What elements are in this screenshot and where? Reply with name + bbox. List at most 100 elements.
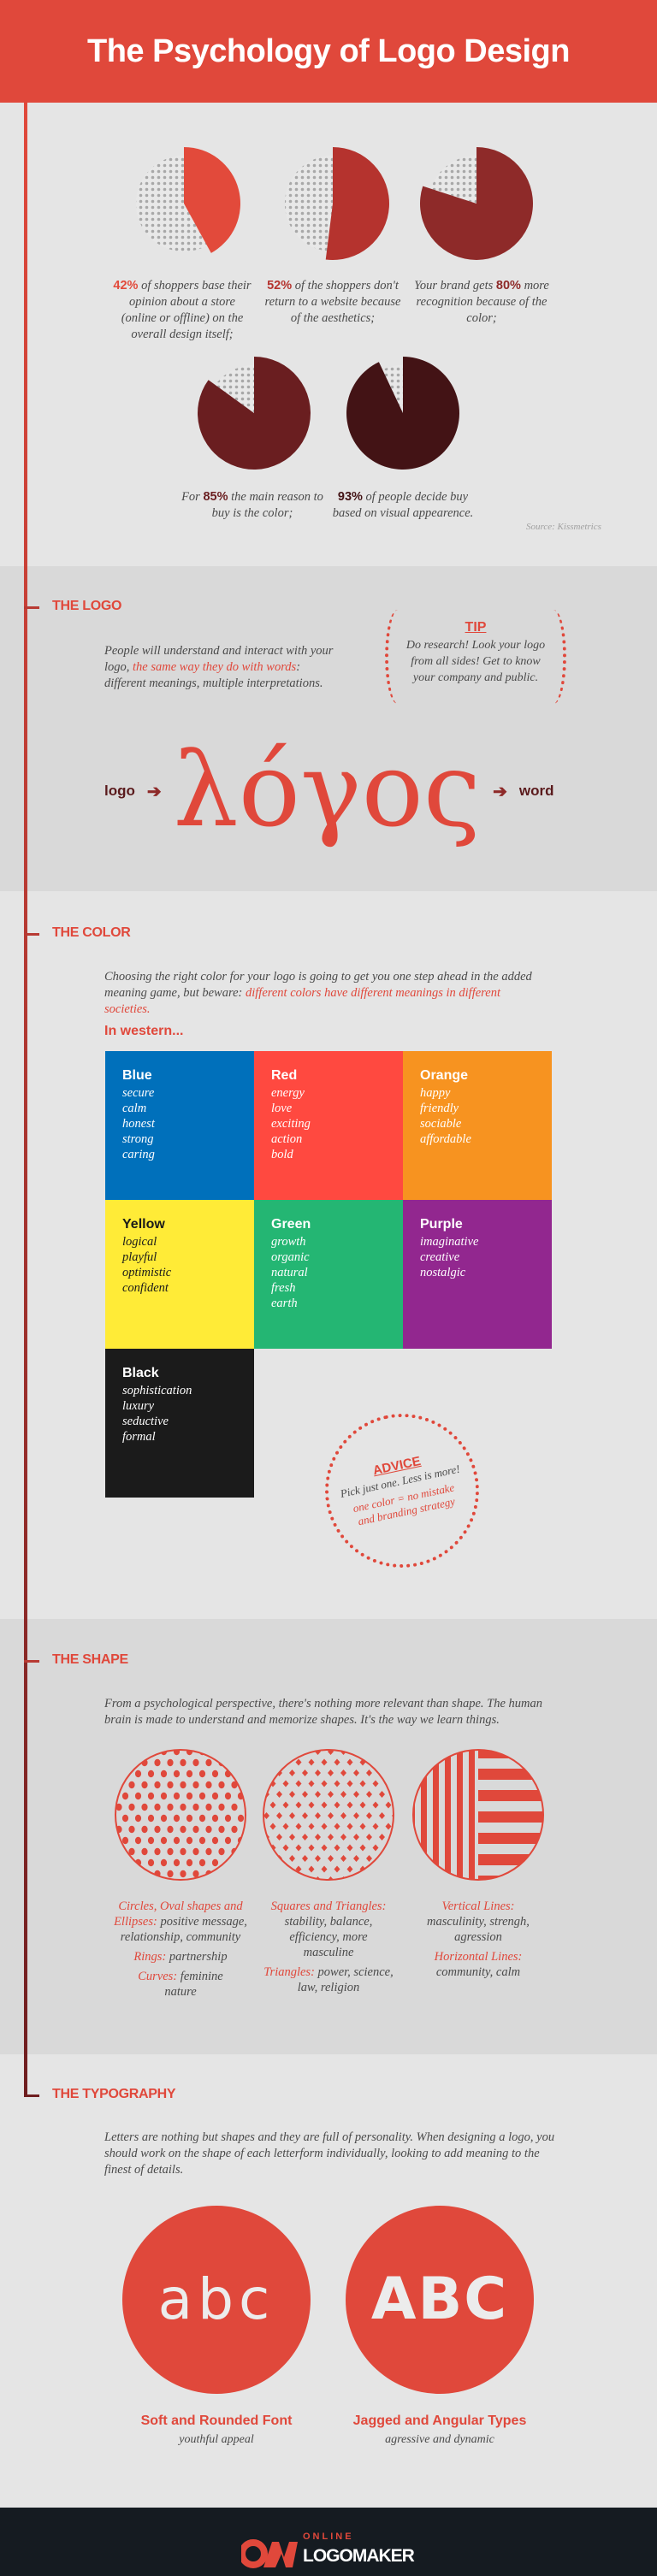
timeline-branch: [24, 1660, 39, 1663]
shape-caption-lines: Vertical Lines: masculinity, strengh, ag…: [427, 1900, 530, 1979]
shape-intro-text: From a psychological perspective, there'…: [104, 1697, 542, 1727]
color-name: Yellow: [122, 1217, 165, 1232]
color-meaning: logical: [122, 1235, 157, 1249]
stat-text: For 85% the main reason to buy is the co…: [181, 490, 323, 520]
color-meaning: fresh: [271, 1281, 296, 1295]
footer-brand-logo[interactable]: ONLINE LOGOMAKER: [241, 2532, 429, 2574]
greek-word: λόγος: [173, 731, 482, 850]
logo-word-label: logo: [104, 783, 135, 799]
color-meaning: luxury: [122, 1399, 155, 1413]
color-meaning: affordable: [420, 1132, 471, 1146]
angular-font-title: Jagged and Angular Types: [352, 2414, 527, 2428]
typography-intro-text: Letters are nothing but shapes and they …: [104, 2130, 555, 2177]
stat-text: 52% of the shoppers don't return to a we…: [264, 279, 401, 325]
section-heading-typography: THE TYPOGRAPHY: [52, 2087, 176, 2101]
pie-chart: [197, 357, 311, 470]
pie-chart: [135, 147, 240, 253]
timeline-branch: [24, 606, 39, 609]
color-intro-text: Choosing the right color for your logo i…: [104, 970, 532, 1016]
color-meaning: imaginative: [420, 1235, 479, 1249]
color-meaning: playful: [122, 1250, 157, 1264]
color-meaning: strong: [122, 1132, 154, 1146]
pie-slice: [325, 147, 389, 260]
stat-text: 93% of people decide buy based on visual…: [332, 490, 474, 520]
color-meaning: sociable: [420, 1117, 462, 1131]
color-meaning: confident: [122, 1281, 169, 1295]
color-meaning: caring: [122, 1148, 155, 1161]
color-meaning: earth: [271, 1297, 298, 1310]
color-meaning: energy: [271, 1086, 305, 1100]
section-heading-logo: THE LOGO: [52, 599, 122, 613]
soft-font-sample: abc: [122, 2206, 311, 2394]
arrow-right-icon: ➔: [493, 782, 507, 801]
arrow-right-icon: ➔: [146, 782, 162, 801]
tip-box: TIP Do research! Look your logo from all…: [385, 610, 566, 704]
brand-mark-icon: [241, 2539, 298, 2568]
footer: [0, 2508, 657, 2576]
color-name: Red: [271, 1068, 298, 1083]
color-name: Black: [122, 1366, 159, 1380]
color-cell-red: Red energy love exciting action bold: [254, 1051, 403, 1200]
color-meaning: bold: [271, 1148, 293, 1161]
color-meaning: sophistication: [122, 1384, 192, 1397]
stats-pies: [135, 147, 534, 470]
color-meaning: creative: [420, 1250, 460, 1264]
shape-patterns: [115, 1749, 544, 1881]
pie-slice: [184, 147, 240, 253]
color-meaning: secure: [122, 1086, 155, 1100]
color-meaning: exciting: [271, 1117, 311, 1131]
shape-caption-squares: Squares and Triangles: stability, balanc…: [263, 1900, 394, 1994]
angular-font-sample: ABC: [346, 2206, 534, 2394]
source-note: Source: Kissmetrics: [526, 522, 601, 532]
typography-section: [0, 2054, 657, 2508]
pie-chart: [419, 147, 534, 260]
tip-title: TIP: [465, 620, 487, 635]
color-cell-orange: Orange happy friendly sociable affordable: [403, 1051, 552, 1200]
brand-big-text: LOGOMAKER: [303, 2546, 415, 2566]
color-cell-black: Black sophistication luxury seductive formal: [105, 1349, 254, 1498]
color-cell-blue: Blue secure calm honest strong caring: [105, 1051, 254, 1200]
color-meaning: calm: [122, 1102, 147, 1115]
circle-lines-pattern: [413, 1750, 543, 1880]
section-heading-shape: THE SHAPE: [52, 1652, 128, 1667]
timeline-branch: [24, 933, 39, 936]
color-subheading: In western...: [104, 1024, 184, 1038]
color-name: Orange: [420, 1068, 469, 1083]
page-title: The Psychology of Logo Design: [87, 33, 570, 69]
color-name: Blue: [122, 1068, 152, 1083]
color-meaning: action: [271, 1132, 303, 1146]
soft-font-title: Soft and Rounded Font: [140, 2414, 293, 2428]
logo-intro-text: People will understand and interact with…: [104, 644, 334, 690]
timeline-line: [24, 103, 27, 2097]
pie-chart: [346, 357, 459, 470]
color-meaning: nostalgic: [420, 1266, 466, 1279]
color-meaning: friendly: [420, 1102, 459, 1115]
color-name: Purple: [420, 1217, 463, 1232]
color-meaning: natural: [271, 1266, 308, 1279]
pie-slice: [346, 357, 459, 470]
color-name: Green: [271, 1217, 311, 1232]
angular-font-subtitle: agressive and dynamic: [385, 2433, 494, 2446]
section-heading-color: THE COLOR: [52, 925, 131, 940]
soft-font-subtitle: youthful appeal: [179, 2433, 254, 2446]
pie-slice: [197, 357, 311, 470]
color-meaning: formal: [122, 1430, 156, 1444]
color-meaning: honest: [122, 1117, 155, 1131]
color-meaning: seductive: [122, 1415, 169, 1428]
circle-dots-pattern: [115, 1749, 246, 1881]
color-meaning: organic: [271, 1250, 310, 1264]
color-meaning: growth: [271, 1235, 306, 1249]
stat-text: Your brand gets 80% more recognition bec…: [414, 279, 549, 325]
color-meaning: optimistic: [122, 1266, 172, 1279]
color-cell-green: Green growth organic natural fresh earth: [254, 1200, 403, 1349]
brand-small-text: ONLINE: [303, 2532, 354, 2542]
color-cell-yellow: Yellow logical playful optimistic confident: [105, 1200, 254, 1349]
translation-word-label: word: [518, 783, 554, 799]
tip-text: Do research! Look your logo from all sid…: [405, 639, 546, 684]
header-banner: The Psychology of Logo Design: [0, 0, 657, 103]
color-meaning: love: [271, 1102, 293, 1115]
color-meaning: happy: [420, 1086, 451, 1100]
pie-chart: [284, 147, 389, 260]
shape-caption-circles: Circles, Oval shapes and Ellipses: posit…: [114, 1900, 247, 1999]
timeline-branch: [24, 2094, 39, 2097]
